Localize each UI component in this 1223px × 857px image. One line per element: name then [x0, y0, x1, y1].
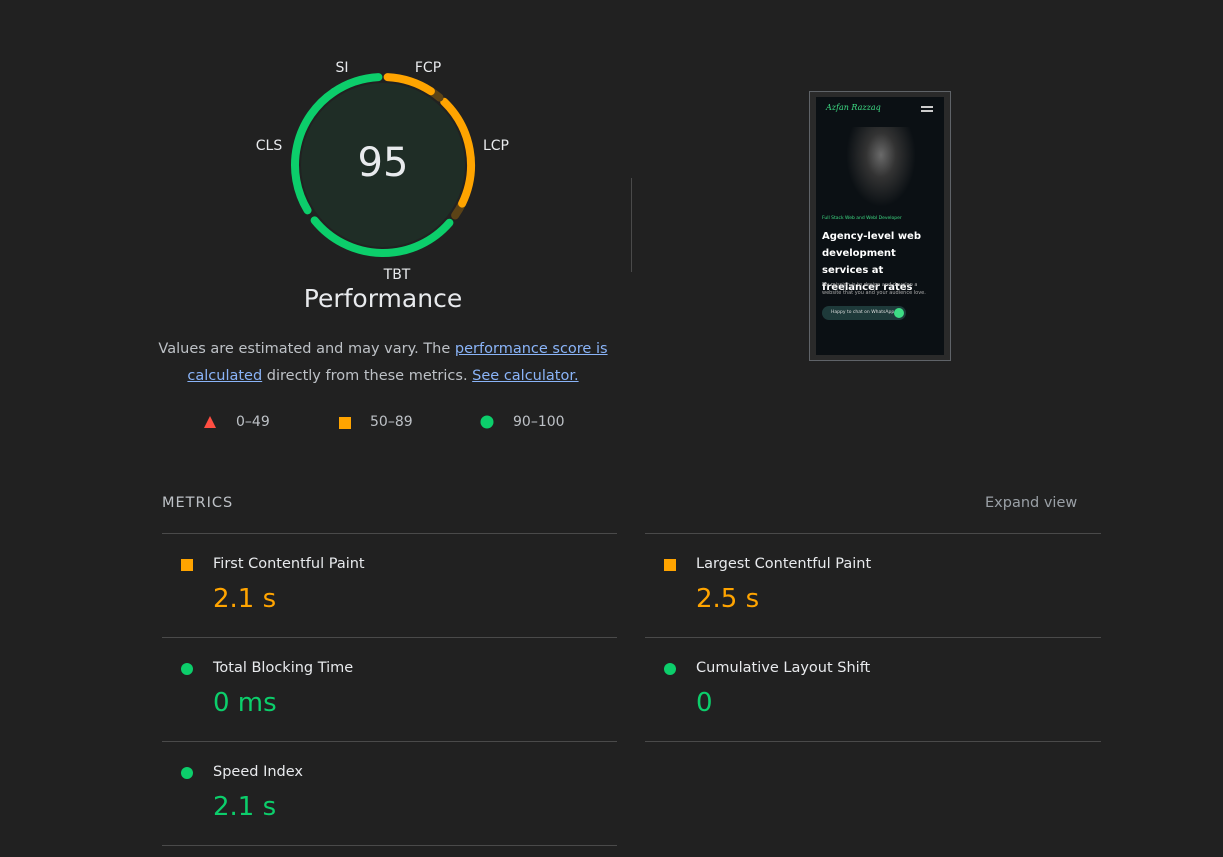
si-label: SI: [335, 60, 348, 76]
pass-icon: [480, 415, 494, 429]
metric-value: 2.1 s: [213, 792, 277, 822]
final-screenshot[interactable]: Azfan Razzaq Full Stack Web and Webl Dev…: [809, 91, 951, 361]
metric: Largest Contentful Paint 2.5 s: [645, 533, 1101, 638]
tbt-label: TBT: [383, 267, 411, 283]
expand-view[interactable]: Expand view: [985, 495, 1078, 511]
fcp-label: FCP: [415, 60, 441, 76]
cls-label: CLS: [256, 138, 283, 154]
body: My mission is to design and develop a we…: [822, 282, 926, 296]
fail-icon: [204, 416, 216, 428]
eyebrow: Full Stack Web and Webl Developer: [822, 216, 902, 221]
metric-icon: [664, 663, 676, 675]
gauge-arc: [383, 73, 435, 96]
desc-text: directly from these metrics.: [262, 368, 468, 384]
metric-name: Largest Contentful Paint: [696, 556, 872, 572]
legend-average: 50–89: [370, 414, 413, 430]
metric-name: Cumulative Layout Shift: [696, 660, 871, 676]
headline: Agency-level web development services at…: [822, 231, 921, 293]
lcp-label: LCP: [483, 138, 509, 154]
portrait: [846, 127, 916, 207]
metric-icon: [181, 767, 193, 779]
gauge-arc: [310, 216, 454, 257]
metrics-heading: METRICS: [162, 495, 234, 511]
brand: Azfan Razzaq: [826, 103, 881, 112]
metric: Cumulative Layout Shift 0: [645, 637, 1101, 742]
metric-icon: [181, 559, 193, 571]
metrics-grid: First Contentful Paint 2.1 s Largest Conte…: [162, 533, 1101, 846]
metric-icon: [181, 663, 193, 675]
metric-name: Speed Index: [213, 764, 303, 780]
metric-icon: [664, 559, 676, 571]
metric-value: 0 ms: [213, 688, 277, 718]
screenshot-viewport: Azfan Razzaq Full Stack Web and Webl Dev…: [816, 97, 944, 355]
gauge: 95 SI FCP LCP TBT CLS Performance: [256, 60, 509, 313]
desc-text: Values are estimated and may vary. The: [158, 341, 455, 357]
gauge-arc: [291, 88, 338, 215]
divider: [631, 178, 632, 272]
legend-pass: 90–100: [513, 414, 565, 430]
score: 95: [358, 140, 409, 186]
metric-value: 2.1 s: [213, 584, 277, 614]
metric-value: 2.5 s: [696, 584, 760, 614]
metric: First Contentful Paint 2.1 s: [162, 533, 617, 638]
gauge-fill: [301, 83, 465, 247]
button: Happy to chat on WhatsApp: [822, 306, 906, 320]
metric-name: Total Blocking Time: [213, 660, 354, 676]
calculator-link[interactable]: See calculator.: [472, 368, 579, 384]
menu-icon: [921, 106, 933, 108]
metric-value: 0: [696, 688, 713, 718]
metric: Speed Index 2.1 s: [162, 741, 617, 846]
gauge-title: Performance: [304, 284, 462, 313]
metric-name: First Contentful Paint: [213, 556, 365, 572]
legend-fail: 0–49: [236, 414, 270, 430]
gauge-arc: [440, 97, 475, 208]
score-link[interactable]: performance score is calculated: [187, 341, 608, 384]
average-icon: [339, 417, 351, 429]
metric: Total Blocking Time 0 ms: [162, 637, 617, 742]
description: Values are estimated and may vary. The p…: [153, 336, 613, 390]
button-text: Happy to chat on WhatsApp: [831, 310, 895, 315]
